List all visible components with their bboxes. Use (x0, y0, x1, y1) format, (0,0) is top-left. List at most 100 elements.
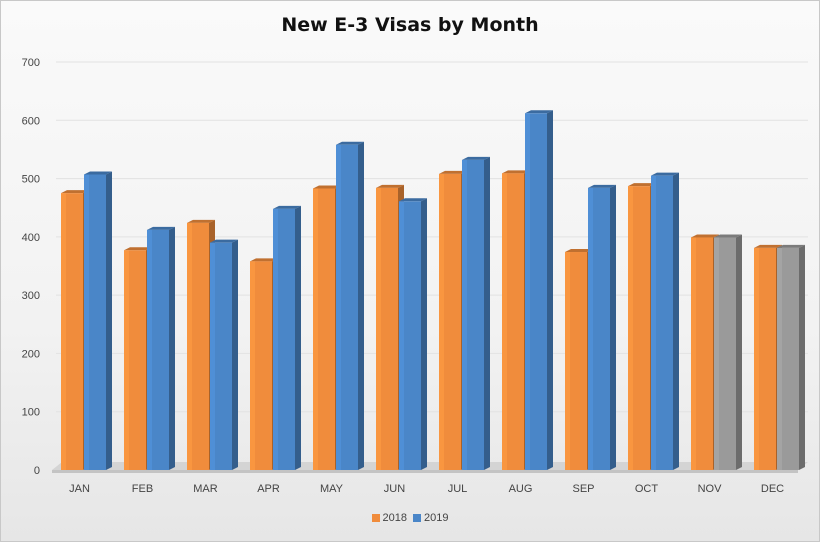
bar-highlight (313, 188, 318, 471)
x-tick-label: MAY (320, 483, 344, 495)
bar-highlight (273, 208, 278, 470)
bar-top (651, 172, 679, 176)
bar-highlight (525, 113, 530, 470)
y-tick-label: 200 (22, 348, 40, 360)
chart-title: New E-3 Visas by Month (281, 14, 539, 36)
legend-swatch (413, 514, 421, 522)
y-tick-label: 700 (22, 57, 40, 69)
bar-front (250, 261, 272, 470)
bar-front (210, 242, 232, 470)
bar-front (754, 247, 776, 470)
bar-highlight (336, 144, 341, 470)
bar-top (61, 190, 89, 194)
legend-label: 2018 (382, 512, 407, 524)
bar-highlight (147, 229, 152, 470)
x-tick-label: OCT (635, 483, 659, 495)
bar-highlight (651, 175, 656, 470)
bar-top (376, 184, 404, 188)
bar-front (399, 201, 421, 470)
y-tick-label: 500 (22, 174, 40, 186)
bar-side (484, 156, 490, 471)
bar-highlight (754, 247, 759, 470)
bar-highlight (250, 261, 255, 470)
bar-top (399, 198, 427, 202)
bar-front (777, 247, 799, 470)
bar-2019-apr (273, 205, 301, 470)
bar-highlight (714, 237, 719, 470)
bar-top (250, 258, 278, 262)
bar-side (232, 239, 238, 470)
bar-2019-mar (210, 239, 238, 470)
x-tick-label: NOV (698, 483, 723, 495)
legend-item-2018: 2018 (371, 512, 407, 524)
bar-2019-jun (399, 198, 427, 470)
bar-top (187, 219, 215, 223)
bar-front (502, 173, 524, 470)
bar-highlight (502, 173, 507, 470)
x-tick-label: FEB (132, 483, 153, 495)
y-tick-label: 100 (22, 407, 40, 419)
bar-front (588, 187, 610, 470)
bar-front (376, 187, 398, 470)
bar-2019-feb (147, 226, 175, 470)
bar-highlight (462, 159, 467, 471)
bar-front (147, 229, 169, 470)
bar-front (84, 174, 106, 470)
x-tick-label: JAN (69, 483, 90, 495)
bar-2019-jan (84, 171, 112, 470)
bar-top (628, 183, 656, 187)
bar-top (777, 244, 805, 248)
bar-front (628, 186, 650, 471)
bar-front (565, 252, 587, 470)
bar-top (462, 156, 490, 160)
bar-front (462, 159, 484, 471)
bar-highlight (187, 222, 192, 470)
bar-2019-may (336, 141, 364, 470)
x-tick-label: MAR (193, 483, 218, 495)
bar-top (565, 249, 593, 253)
bar-side (421, 198, 427, 470)
bar-top (691, 234, 719, 238)
bar-highlight (61, 193, 66, 470)
bar-highlight (376, 187, 381, 470)
bar-side (736, 234, 742, 470)
bar-highlight (777, 247, 782, 470)
bar-top (84, 171, 112, 175)
bar-side (610, 184, 616, 470)
bar-highlight (124, 250, 129, 470)
legend: 2018 2019 (0, 512, 820, 524)
bar-2019-nov (714, 234, 742, 470)
legend-swatch (371, 514, 380, 522)
chart-floor (52, 462, 808, 470)
bar-top (336, 141, 364, 145)
bar-highlight (210, 242, 215, 470)
x-tick-label: SEP (572, 483, 594, 495)
bar-top (754, 244, 782, 248)
bar-front (313, 188, 335, 471)
bar-front (439, 173, 461, 470)
bar-side (169, 226, 175, 470)
bar-front (691, 237, 713, 470)
bar-top (147, 226, 175, 230)
bar-top (210, 239, 238, 243)
x-tick-label: JUL (448, 483, 468, 495)
bar-highlight (691, 237, 696, 470)
bar-highlight (399, 201, 404, 470)
bar-2019-dec (777, 244, 805, 470)
bar-2019-oct (651, 172, 679, 470)
bar-front (124, 250, 146, 470)
y-tick-label: 300 (22, 290, 40, 302)
legend-label: 2019 (424, 512, 449, 524)
x-tick-label: DEC (761, 483, 784, 495)
bar-top (313, 185, 341, 189)
bar-front (525, 113, 547, 470)
y-tick-label: 400 (22, 232, 40, 244)
bar-front (336, 144, 358, 470)
bar-highlight (565, 252, 570, 470)
bar-side (799, 244, 805, 470)
x-tick-label: AUG (509, 483, 533, 495)
bar-front (61, 193, 83, 470)
bar-highlight (439, 173, 444, 470)
bar-front (273, 208, 295, 470)
